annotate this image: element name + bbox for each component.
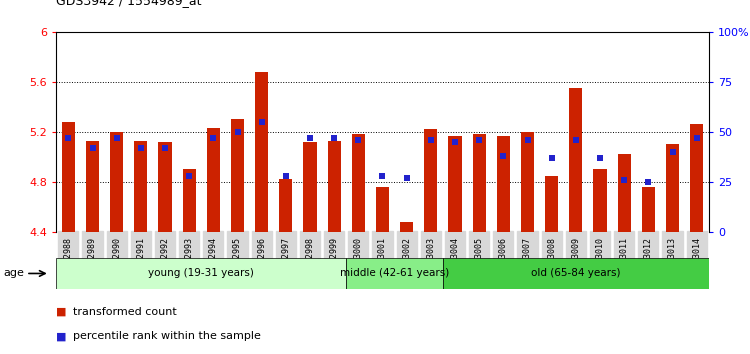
Text: middle (42-61 years): middle (42-61 years): [340, 268, 449, 279]
Bar: [593, 169, 607, 232]
Bar: [690, 124, 703, 232]
Bar: [424, 129, 437, 232]
Bar: [496, 136, 510, 232]
Bar: [443, 258, 709, 289]
Bar: [303, 142, 316, 232]
Text: ■: ■: [56, 331, 67, 341]
Text: young (19-31 years): young (19-31 years): [148, 268, 254, 279]
Text: age: age: [4, 268, 25, 279]
Bar: [472, 135, 486, 232]
Bar: [642, 187, 655, 232]
Bar: [328, 141, 340, 232]
Bar: [255, 72, 268, 232]
Bar: [346, 258, 443, 289]
Text: ■: ■: [56, 307, 67, 316]
Bar: [569, 88, 583, 232]
Bar: [617, 154, 631, 232]
Bar: [207, 128, 220, 232]
Bar: [279, 179, 292, 232]
Bar: [134, 141, 148, 232]
Bar: [448, 136, 462, 232]
Bar: [56, 258, 346, 289]
Bar: [666, 144, 680, 232]
Bar: [400, 222, 413, 232]
Bar: [352, 135, 365, 232]
Bar: [376, 187, 389, 232]
Text: transformed count: transformed count: [73, 307, 176, 316]
Bar: [62, 122, 75, 232]
Bar: [110, 132, 123, 232]
Bar: [545, 176, 558, 232]
Bar: [158, 142, 172, 232]
Bar: [520, 132, 534, 232]
Text: old (65-84 years): old (65-84 years): [531, 268, 620, 279]
Text: percentile rank within the sample: percentile rank within the sample: [73, 331, 261, 341]
Bar: [231, 119, 244, 232]
Text: GDS3942 / 1554989_at: GDS3942 / 1554989_at: [56, 0, 202, 7]
Bar: [86, 141, 99, 232]
Bar: [182, 169, 196, 232]
